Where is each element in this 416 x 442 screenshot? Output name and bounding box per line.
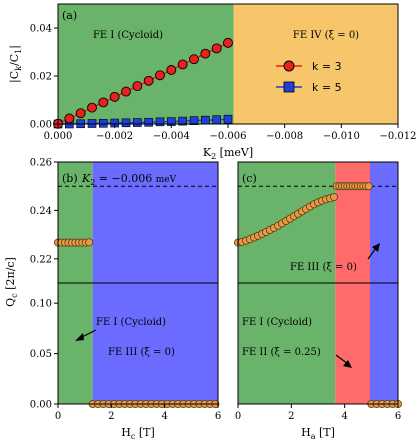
region-label-fe1-c: FE I (Cycloid): [242, 317, 312, 328]
k5-point: [201, 115, 210, 125]
k3-point: [98, 97, 109, 108]
arrowhead-fe3-c: [372, 243, 380, 252]
region-label-fe2-c: FE II (ξ = 0.25): [242, 347, 321, 358]
arrowhead-fe2-c: [343, 360, 352, 368]
panel-a-label: (a): [62, 9, 77, 22]
x-tick-label-b: 0: [55, 411, 61, 422]
k3-point: [211, 43, 222, 54]
panel-b-xlabel: Hc [T]: [121, 426, 155, 441]
region-label-fe4: FE IV (ξ = 0): [293, 30, 359, 41]
region-fe4: [233, 4, 398, 124]
x-tick-label-b: 4: [161, 411, 167, 422]
k5-point: [178, 116, 187, 126]
x-tick-label-b: 2: [108, 411, 114, 422]
panel-c-label: (c): [242, 172, 257, 185]
y-tick-label-b-upper: 0.22: [30, 254, 52, 265]
x-tick-label-a: −0.006: [209, 131, 246, 142]
k3-point: [223, 37, 233, 48]
k3-point: [64, 113, 75, 124]
region-label-fe1-a: FE I (Cycloid): [93, 30, 163, 41]
panel-b-ylabel: Qc [2π/c]: [4, 257, 19, 307]
panel-b: 0 2 4 6 0.22 0.24 0.26 0.00 0.05 0.10 (b) K2 = −…: [4, 158, 221, 442]
legend-k3-marker: [283, 60, 295, 72]
series-k3-line: [57, 42, 229, 125]
x-tick-label-c: 6: [395, 411, 401, 422]
k3-point: [166, 65, 177, 75]
k3-point: [155, 70, 165, 81]
panel-b-frame: [57, 161, 219, 405]
y-tick-label-b-lower: 0.05: [30, 349, 52, 360]
k3-point: [121, 86, 131, 97]
legend-a: k = 3 k = 5: [276, 60, 342, 94]
legend-k5-label: k = 5: [312, 81, 342, 94]
region-label-fe3-b: FE III (ξ = 0): [108, 347, 175, 358]
panel-c: 0 2 4 6 (c) FE III (ξ = 0) FE I (Cycloid) F…: [233, 161, 402, 441]
y-tick-label-b-upper: 0.24: [30, 206, 52, 217]
y-tick-label-b-lower: 0.00: [30, 400, 52, 411]
y-tick-label-b-upper: 0.26: [30, 158, 52, 169]
panel-b-label: (b): [62, 172, 78, 185]
panel-c-frame: [237, 161, 399, 405]
arrow-fe3-c: [367, 247, 377, 260]
legend-k3-label: k = 3: [312, 60, 342, 73]
x-tick-label-a: −0.002: [96, 131, 133, 142]
q-point-c: [364, 182, 373, 191]
arrowhead-fe1-b: [75, 333, 84, 341]
k3-point: [189, 54, 199, 65]
y-tick-label-a: 0.04: [30, 24, 52, 35]
x-tick-label-c: 4: [341, 411, 347, 422]
k3-point: [132, 81, 143, 92]
x-tick-label-c: 2: [288, 411, 294, 422]
q-point-b: [85, 238, 94, 247]
panel-a: 0.000 −0.002 −0.004 −0.006 −0.008 −0.010 −0.01…: [8, 3, 416, 161]
k3-point: [75, 108, 86, 119]
legend-k5-marker: [283, 81, 295, 93]
x-tick-label-c: 0: [235, 411, 241, 422]
k5-point: [189, 116, 199, 125]
k3-point: [87, 102, 97, 113]
panel-a-xlabel: K2 [meV]: [203, 146, 253, 161]
k5-point: [99, 118, 108, 128]
panel-c-xlabel: Ha [T]: [301, 426, 335, 441]
k3-point: [143, 75, 154, 86]
k5-point: [144, 118, 153, 127]
y-tick-label-a: 0.02: [30, 72, 52, 83]
y-tick-label-a: 0.00: [30, 120, 52, 131]
q-point-c: [329, 193, 338, 202]
k5-point: [212, 115, 221, 124]
k5-point: [133, 118, 142, 127]
x-tick-label-a: 0.000: [44, 131, 73, 142]
panel-a-ylabel: |Ck/C1|: [8, 45, 23, 83]
panel-b-annotation: K2 = −0.006 meV: [81, 172, 177, 187]
x-tick-label-a: −0.008: [266, 131, 303, 142]
y-tick-label-b-lower: 0.10: [30, 299, 52, 310]
x-tick-label-a: −0.004: [153, 131, 190, 142]
region-label-fe3-c: FE III (ξ = 0): [290, 262, 357, 273]
k5-point: [223, 114, 233, 124]
x-tick-label-a: −0.012: [379, 131, 416, 142]
k3-point: [109, 91, 120, 102]
k5-point: [155, 117, 165, 127]
k3-point: [177, 59, 188, 70]
k5-point: [121, 118, 131, 128]
k3-point: [200, 48, 211, 59]
x-tick-label-b: 6: [215, 411, 221, 422]
x-tick-label-a: −0.010: [323, 131, 360, 142]
region-label-fe1-b: FE I (Cycloid): [96, 317, 166, 328]
region-fe1-a: [58, 4, 234, 124]
